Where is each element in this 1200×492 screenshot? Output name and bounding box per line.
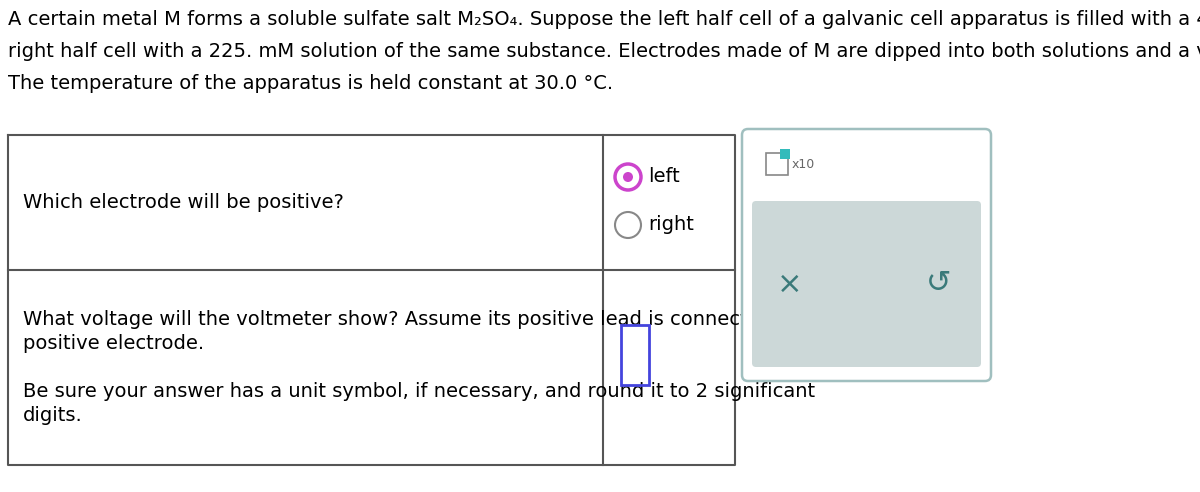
FancyBboxPatch shape xyxy=(742,129,991,381)
Circle shape xyxy=(623,172,634,182)
Bar xyxy=(766,153,788,175)
Text: left: left xyxy=(648,167,679,186)
Bar xyxy=(622,325,649,385)
Text: Which electrode will be positive?: Which electrode will be positive? xyxy=(23,193,344,212)
Circle shape xyxy=(616,164,641,190)
Circle shape xyxy=(616,212,641,238)
Text: ↺: ↺ xyxy=(925,270,952,299)
FancyBboxPatch shape xyxy=(752,201,982,367)
Text: positive electrode.: positive electrode. xyxy=(23,334,204,353)
Text: right: right xyxy=(648,215,694,235)
Text: ×: × xyxy=(776,270,802,299)
Text: right half cell with a 225. mM solution of the same substance. Electrodes made o: right half cell with a 225. mM solution … xyxy=(8,42,1200,61)
Bar xyxy=(780,149,790,159)
Text: What voltage will the voltmeter show? Assume its positive lead is connected to t: What voltage will the voltmeter show? As… xyxy=(23,310,836,329)
Text: A certain metal M forms a soluble sulfate salt M₂SO₄. Suppose the left half cell: A certain metal M forms a soluble sulfat… xyxy=(8,10,1200,29)
Text: digits.: digits. xyxy=(23,406,83,425)
Text: x10: x10 xyxy=(792,157,815,171)
Text: Be sure your answer has a unit symbol, if necessary, and round it to 2 significa: Be sure your answer has a unit symbol, i… xyxy=(23,382,815,401)
Text: The temperature of the apparatus is held constant at 30.0 °C.: The temperature of the apparatus is held… xyxy=(8,74,613,93)
